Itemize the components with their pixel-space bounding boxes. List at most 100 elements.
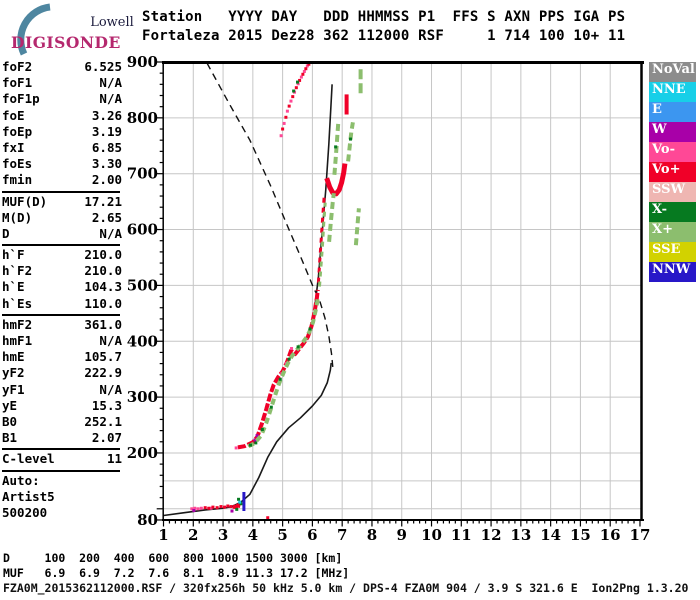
trace-streak-red [304, 67, 308, 71]
param-value: 3.19 [91, 123, 122, 139]
param-label: foEp [2, 123, 33, 139]
param-value: 6.85 [91, 139, 122, 155]
trace-e-trace-pink [209, 506, 213, 510]
legend-item-ssw: SSW [649, 182, 696, 202]
file-info-line: FZA0M_2015362112000.RSF / 320fx256h 50 k… [3, 581, 689, 595]
trace-streak-pink [296, 82, 300, 86]
x-tick-label: 17 [630, 526, 651, 544]
trace-es-dark-green [239, 502, 243, 506]
legend-item-vo: Vo- [649, 142, 696, 162]
legend-item-x: X+ [649, 222, 696, 242]
trace-es-cyan [238, 500, 242, 504]
trace-e-trace-pink [199, 506, 203, 510]
param-row-hme: hmE 105.7 [2, 349, 122, 365]
param-label: M(D) [2, 209, 33, 225]
trace-es-dark-green [235, 507, 239, 511]
trace-streak-red [284, 115, 288, 119]
param-value: 361.0 [84, 316, 122, 332]
legend-item-x: X- [649, 202, 696, 222]
trace-es-magenta [230, 509, 234, 513]
param-row-hf2: h`F2 210.0 [2, 263, 122, 279]
trace-e-trace-red [226, 504, 230, 508]
param-value: N/A [99, 75, 122, 91]
trace-f-o-trace [237, 289, 320, 450]
param-value: 104.3 [84, 279, 122, 295]
param-row-mufd: MUF(D) 17.21 [2, 194, 122, 210]
x-tick-label: 13 [510, 526, 531, 544]
param-label: yF1 [2, 381, 25, 397]
logo-arc-icon [17, 3, 51, 56]
param-value: 3.26 [91, 107, 122, 123]
x-tick-label: 14 [540, 526, 561, 544]
y-tick-label: 600 [127, 221, 158, 239]
param-label: 500200 [2, 504, 48, 520]
param-label: foF1 [2, 75, 33, 91]
trace-f-x-dark-dots [308, 327, 312, 331]
x-tick-label: 15 [570, 526, 591, 544]
trace-f-x-trace [247, 296, 321, 449]
trace-f-x-dark-dots [269, 405, 273, 409]
x-tick-label: 16 [600, 526, 621, 544]
trace-e-trace-red [207, 506, 211, 510]
param-row-yf2: yF2 222.9 [2, 365, 122, 381]
param-row-fmin: fmin 2.00 [2, 172, 122, 188]
y-tick-label: 900 [127, 53, 158, 71]
trace-f-x-dark-dots [254, 441, 258, 445]
param-value: 105.7 [84, 349, 122, 365]
param-row-fxi: fxI 6.85 [2, 140, 122, 156]
panel-separator [2, 244, 120, 247]
trace-profile-topside [313, 84, 333, 313]
param-row-artist5: Artist5 [2, 489, 122, 505]
param-label: fxI [2, 139, 25, 155]
header-line2: Fortaleza 2015 Dez28 362 112000 RSF 1 71… [142, 28, 626, 44]
trace-e-trace-red [215, 506, 219, 510]
param-row-foe: foE 3.26 [2, 108, 122, 124]
param-label: MUF(D) [2, 193, 48, 209]
echo-direction-legend: NoVal NNE E W Vo- Vo+ SSW X- X+ SSE NNW [649, 62, 696, 282]
panel-separator [2, 448, 120, 451]
param-value: N/A [99, 91, 122, 107]
param-row-fof1p: foF1p N/A [2, 91, 122, 107]
param-row-foep: foEp 3.19 [2, 124, 122, 140]
param-label: h`Es [2, 295, 33, 311]
muf-table: D 100 200 400 600 800 1000 1500 3000 [km… [3, 551, 349, 580]
param-value: 17.21 [84, 193, 122, 209]
trace-streak-red [287, 104, 291, 108]
legend-item-e: E [649, 102, 696, 122]
trace-e-trace-red [211, 505, 215, 509]
trace-streak-red [281, 127, 285, 131]
param-value: 210.0 [84, 263, 122, 279]
param-label: D [2, 225, 10, 241]
logo-lowell-text: Lowell [90, 15, 134, 30]
param-label: foF2 [2, 59, 33, 74]
param-label: yE [2, 397, 18, 413]
y-tick-label: 80 [137, 511, 158, 529]
trace-x-dark-dots-upper [334, 145, 338, 149]
legend-item-nne: NNE [649, 82, 696, 102]
trace-e-trace-red [229, 505, 233, 509]
param-label: h`F2 [2, 263, 33, 279]
trace-es-dark-green [237, 497, 241, 501]
param-value: 2.65 [91, 209, 122, 225]
x-tick-label: 9 [397, 526, 407, 544]
param-row-fof2: foF2 6.525 [2, 59, 122, 75]
param-row-foes: foEs 3.30 [2, 156, 122, 172]
panel-separator [2, 313, 120, 316]
trace-f-o-w-dots [253, 438, 257, 442]
param-value: 210.0 [84, 247, 122, 263]
trace-f-o-w-dots [255, 434, 259, 438]
trace-streak-red [301, 72, 305, 76]
trace-streak-red [294, 86, 298, 90]
trace-x-hop-low [327, 192, 336, 242]
trace-f-x-dark-dots [296, 345, 300, 349]
param-label: B0 [2, 413, 18, 429]
trace-x-hop-a [332, 122, 341, 175]
x-tick-label: 1 [158, 526, 168, 544]
param-value: 222.9 [84, 365, 122, 381]
logo-digisonde-text: DIGISONDE [11, 33, 121, 52]
trace-f-x-dark-dots [287, 357, 291, 361]
trace-streak-red [291, 95, 295, 99]
y-tick-label: 400 [127, 332, 158, 350]
param-row-he: h`E 104.3 [2, 279, 122, 295]
param-row-auto: Auto: [2, 473, 122, 489]
